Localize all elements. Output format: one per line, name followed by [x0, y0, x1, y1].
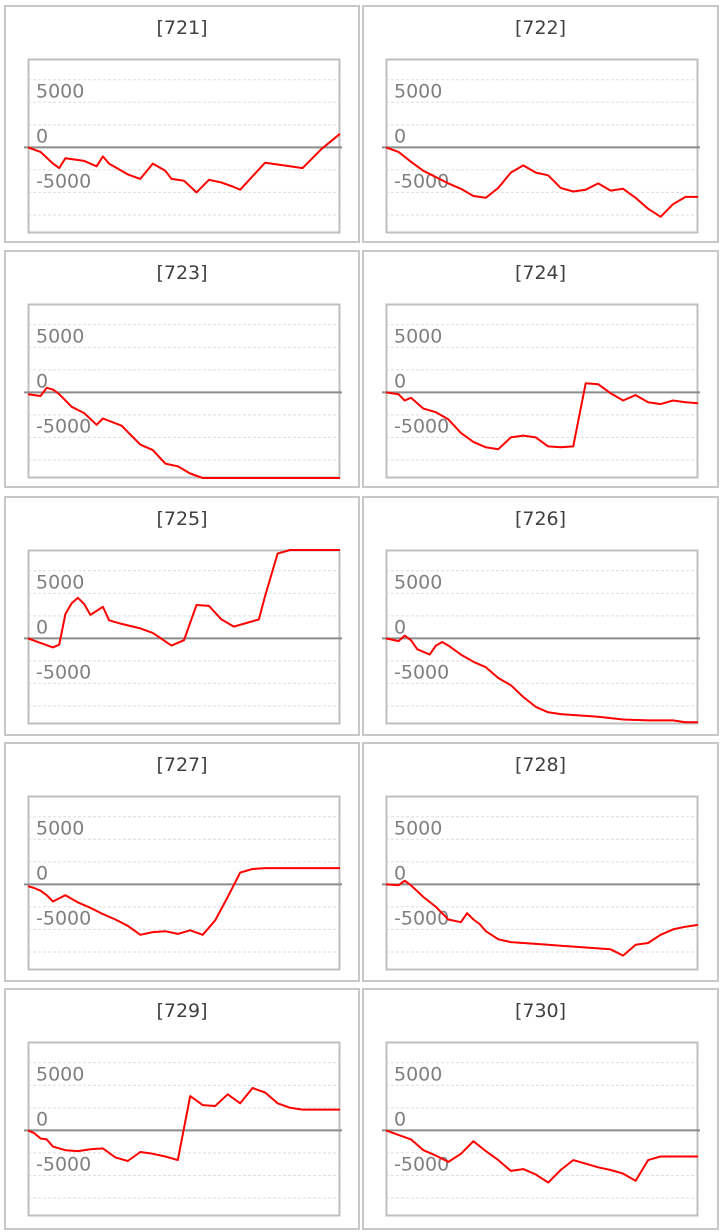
chart-plot-area: 5000 0 -5000 [24, 549, 342, 725]
y-tick-label: 5000 [36, 817, 84, 839]
y-tick-label: 5000 [394, 1063, 442, 1085]
series-line [385, 382, 699, 451]
plot-border [385, 1041, 699, 1217]
y-tick-label: 5000 [394, 571, 442, 593]
y-tick-label: 0 [394, 616, 406, 638]
chart-title: [723] [156, 262, 208, 284]
chart-panel: [723] 5000 0 -5000 [4, 250, 360, 488]
chart-panel: [728] 5000 0 -5000 [362, 742, 719, 982]
plot-border [27, 58, 341, 234]
y-tick-label: 0 [36, 125, 48, 147]
chart-plot-area: 5000 0 -5000 [382, 58, 700, 234]
series-line [385, 1129, 698, 1184]
chart-panel: [725] 5000 0 -5000 [4, 496, 360, 736]
y-tick-label: -5000 [394, 415, 449, 437]
chart-plot-area: 5000 0 -5000 [24, 58, 342, 234]
y-tick-label: -5000 [394, 170, 449, 192]
chart-panel: [730] 5000 0 -5000 [362, 988, 719, 1230]
series-line [385, 879, 699, 957]
y-tick-label: 0 [36, 862, 48, 884]
plot-border [385, 58, 699, 234]
y-tick-label: 0 [394, 125, 406, 147]
chart-title: [727] [156, 754, 208, 776]
chart-title: [729] [156, 1000, 208, 1022]
y-tick-label: 5000 [36, 1063, 84, 1085]
chart-panel: [726] 5000 0 -5000 [362, 496, 719, 736]
y-tick-label: -5000 [394, 907, 449, 929]
chart-panel: [721] 5000 0 -5000 [4, 5, 360, 243]
chart-plot-area: 5000 0 -5000 [24, 1041, 342, 1217]
plot-border [27, 795, 341, 971]
y-tick-label: 5000 [36, 571, 84, 593]
y-tick-label: 5000 [36, 80, 84, 102]
y-tick-label: 0 [36, 370, 48, 392]
y-tick-label: -5000 [36, 415, 91, 437]
y-tick-label: 0 [36, 1108, 48, 1130]
chart-plot-area: 5000 0 -5000 [24, 303, 342, 479]
chart-panel: [722] 5000 0 -5000 [362, 5, 719, 243]
chart-title: [725] [156, 508, 208, 530]
y-tick-label: -5000 [36, 1153, 91, 1175]
plot-border [385, 303, 699, 479]
y-tick-label: -5000 [394, 661, 449, 683]
series-line [385, 146, 698, 218]
y-tick-label: 5000 [36, 325, 84, 347]
y-tick-label: -5000 [394, 1153, 449, 1175]
chart-panel: [724] 5000 0 -5000 [362, 250, 719, 488]
chart-plot-area: 5000 0 -5000 [24, 795, 342, 971]
series-line [385, 634, 698, 724]
chart-plot-area: 5000 0 -5000 [382, 303, 700, 479]
chart-title: [730] [514, 1000, 567, 1022]
y-tick-label: 5000 [394, 80, 442, 102]
y-tick-label: 0 [394, 862, 406, 884]
y-tick-label: 0 [394, 370, 406, 392]
series-line [27, 1087, 340, 1162]
chart-title: [721] [156, 17, 208, 39]
y-tick-label: 5000 [394, 817, 442, 839]
plot-border [27, 549, 341, 725]
y-tick-label: -5000 [36, 661, 91, 683]
series-line [27, 549, 340, 649]
chart-panel: [729] 5000 0 -5000 [4, 988, 360, 1230]
series-line [27, 867, 340, 936]
chart-title: [724] [514, 262, 567, 284]
chart-title: [728] [514, 754, 567, 776]
plot-border [27, 1041, 341, 1217]
plot-border [385, 549, 699, 725]
y-tick-label: 0 [394, 1108, 406, 1130]
series-line [27, 386, 340, 479]
chart-panel: [727] 5000 0 -5000 [4, 742, 360, 982]
series-line [27, 133, 341, 194]
chart-plot-area: 5000 0 -5000 [382, 549, 700, 725]
chart-plot-area: 5000 0 -5000 [382, 1041, 700, 1217]
plot-border [385, 795, 699, 971]
y-tick-label: -5000 [36, 907, 91, 929]
y-tick-label: -5000 [36, 170, 91, 192]
chart-title: [722] [514, 17, 567, 39]
plot-border [27, 303, 341, 479]
chart-plot-area: 5000 0 -5000 [382, 795, 700, 971]
y-tick-label: 0 [36, 616, 48, 638]
y-tick-label: 5000 [394, 325, 442, 347]
chart-title: [726] [514, 508, 567, 530]
